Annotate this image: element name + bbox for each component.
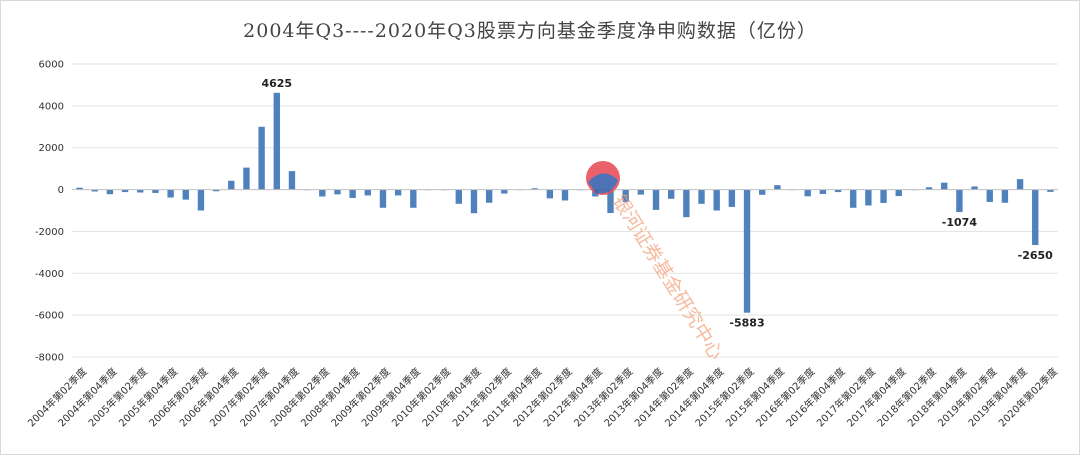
bar [683, 189, 690, 218]
bar [1001, 189, 1009, 203]
bar [91, 189, 98, 192]
bar [698, 189, 705, 204]
y-tick-label: 0 [58, 185, 64, 196]
bar [106, 189, 114, 195]
bar [971, 186, 978, 190]
bar [819, 189, 827, 194]
data-label: -5883 [729, 317, 764, 330]
bar [394, 189, 402, 196]
bar [212, 189, 220, 192]
bar [880, 189, 887, 203]
bars [76, 92, 1054, 313]
bar [667, 189, 675, 199]
bar [774, 185, 781, 190]
bar [637, 189, 645, 195]
y-axis: 6000 4000 2000 0 -2000 -4000 -6000 -8000 [35, 60, 64, 364]
bar [273, 92, 280, 190]
bar [546, 189, 554, 199]
y-tick-label: 4000 [39, 101, 64, 112]
bar [364, 189, 371, 196]
bar [652, 189, 660, 210]
bar [895, 189, 902, 197]
bar [334, 189, 341, 195]
bar [258, 126, 265, 190]
data-labels: 4625 -5883 -1074 -2650 [261, 77, 1053, 330]
bar [986, 189, 993, 202]
bar [319, 189, 326, 197]
bar [865, 189, 872, 206]
y-tick-label: -4000 [35, 269, 64, 280]
bar [622, 189, 629, 203]
bar [743, 189, 751, 313]
bar [167, 189, 174, 198]
bar [956, 189, 963, 213]
bar [834, 189, 842, 193]
bar [941, 182, 948, 190]
bar [1032, 189, 1039, 246]
bar [531, 188, 538, 190]
data-label: 4625 [261, 77, 292, 90]
data-label: -1074 [942, 216, 978, 229]
bar [804, 189, 811, 197]
bar [925, 187, 933, 190]
bar [850, 189, 857, 208]
chart-title: 2004年Q3----2020年Q3股票方向基金季度净申购数据（亿份） [243, 20, 817, 42]
bar [288, 171, 296, 190]
y-tick-label: 2000 [39, 143, 64, 154]
bar [728, 189, 736, 207]
bar [759, 189, 766, 195]
bar [76, 187, 83, 190]
bar [607, 189, 614, 214]
bar [197, 189, 205, 211]
bar [470, 189, 478, 214]
bar [243, 167, 250, 190]
bar [137, 189, 144, 193]
bar [410, 189, 417, 208]
watermark-logo-swirl-icon [588, 173, 618, 194]
gridlines [72, 63, 1058, 358]
bar [121, 189, 129, 193]
bar [713, 189, 720, 211]
bar [228, 180, 235, 190]
bar [1047, 189, 1054, 192]
bar [455, 189, 463, 204]
y-tick-label: -2000 [35, 227, 64, 238]
bar [379, 189, 387, 208]
bar [1016, 179, 1024, 190]
y-tick-label: -8000 [35, 353, 64, 364]
bar [485, 189, 493, 203]
bar [182, 189, 189, 200]
y-tick-label: -6000 [35, 311, 64, 322]
bar [152, 189, 159, 193]
data-label: -2650 [1018, 249, 1054, 262]
bar [349, 189, 356, 198]
y-tick-label: 6000 [39, 60, 64, 71]
bar [501, 189, 508, 194]
bar [561, 189, 569, 201]
